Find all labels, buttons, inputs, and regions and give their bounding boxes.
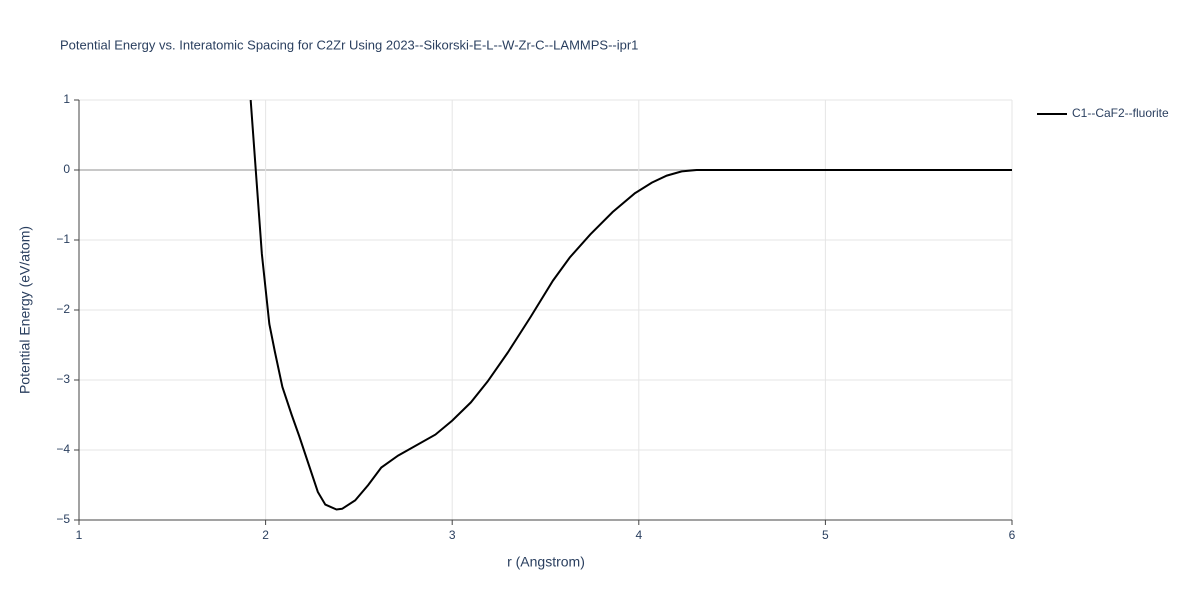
x-tick-label: 5 [822, 528, 829, 542]
y-tick-label: −2 [56, 302, 70, 316]
y-tick-label: 0 [63, 162, 70, 176]
data-line [249, 100, 1012, 511]
y-axis-title: Potential Energy (eV/atom) [17, 226, 33, 394]
y-tick-label: −5 [56, 512, 70, 526]
plot-area [249, 100, 1012, 511]
y-tick-label: −3 [56, 372, 70, 386]
chart-title: Potential Energy vs. Interatomic Spacing… [60, 37, 638, 52]
x-tick-label: 1 [76, 528, 83, 542]
y-tick-label: 1 [63, 92, 70, 106]
x-tick-label: 3 [449, 528, 456, 542]
x-tick-label: 4 [635, 528, 642, 542]
grid [78, 99, 1013, 521]
x-tick-label: 2 [262, 528, 269, 542]
legend-label: C1--CaF2--fluorite [1072, 106, 1169, 120]
y-tick-label: −1 [56, 232, 70, 246]
x-axis-title: r (Angstrom) [507, 554, 585, 570]
axes: −5 −4 −3 −2 −1 0 1 1 2 3 4 5 6 [56, 92, 1015, 542]
x-tick-label: 6 [1009, 528, 1016, 542]
y-tick-label: −4 [56, 442, 70, 456]
